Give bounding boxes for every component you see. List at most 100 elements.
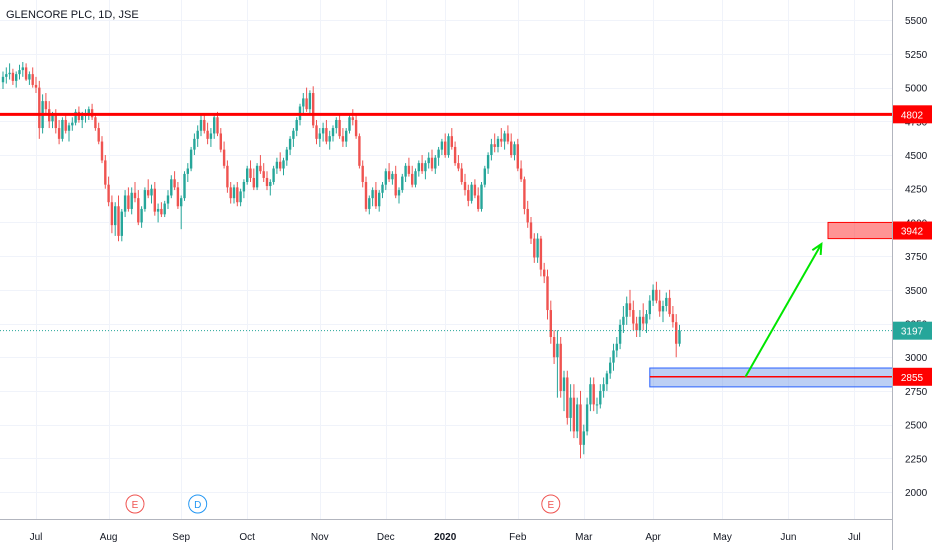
candle-body xyxy=(358,136,361,166)
candle-body xyxy=(312,93,315,126)
candle-body xyxy=(153,188,156,212)
label-layer: 4802 3942 3197 2855 xyxy=(893,105,932,386)
candle-body xyxy=(246,168,249,182)
candle-body xyxy=(259,165,262,172)
candle-body xyxy=(556,343,559,358)
candle-body xyxy=(500,138,503,142)
time-tick-label: May xyxy=(713,532,732,543)
support-price-label: 2855 xyxy=(901,373,924,384)
candle-body xyxy=(21,67,24,71)
candle-body xyxy=(374,190,378,207)
candle-body xyxy=(74,111,77,123)
chart-title: GLENCORE PLC, 1D, JSE xyxy=(6,9,139,21)
candle-body xyxy=(285,149,288,161)
last-price-label: 3197 xyxy=(901,327,924,338)
candle-body xyxy=(318,133,321,139)
candle-body xyxy=(411,173,414,185)
time-tick-label: Mar xyxy=(575,532,593,543)
earnings-event-label: E xyxy=(132,500,139,511)
candle-body xyxy=(576,404,579,432)
candle-body xyxy=(199,119,203,131)
candle-body xyxy=(67,125,71,131)
target-price-label-bg xyxy=(893,221,932,240)
candle-body xyxy=(671,314,675,323)
candle-body xyxy=(229,187,232,199)
candle-body xyxy=(648,300,651,315)
candle-body xyxy=(562,377,566,391)
dividend-event-label: D xyxy=(194,500,201,511)
candle-body xyxy=(675,322,678,344)
candle-body xyxy=(87,109,90,115)
candle-body xyxy=(460,168,463,182)
candle-body xyxy=(160,208,163,215)
price-tick-label: 5250 xyxy=(905,50,928,61)
candle-body xyxy=(628,303,632,311)
candle-body xyxy=(140,208,143,223)
candle-body xyxy=(585,404,589,432)
candle-body xyxy=(166,195,170,204)
candle-body xyxy=(440,141,444,150)
candle-body xyxy=(321,128,325,134)
candle-body xyxy=(143,190,147,209)
earnings-event-marker xyxy=(541,494,561,514)
earnings-event-label: E xyxy=(547,500,554,511)
candle-body xyxy=(262,171,265,178)
price-tick-label: 2000 xyxy=(905,488,928,499)
candle-body xyxy=(437,149,440,158)
candle-body xyxy=(651,289,655,301)
candle-body xyxy=(117,206,120,236)
candle-body xyxy=(424,163,427,172)
candle-body xyxy=(371,190,374,199)
candle-body xyxy=(506,133,510,142)
candle-body xyxy=(100,141,104,161)
candle-body xyxy=(5,74,8,77)
candle-body xyxy=(486,155,490,169)
candle-body xyxy=(605,373,609,385)
candle-body xyxy=(269,181,272,187)
candle-body xyxy=(391,173,394,180)
candle-body xyxy=(473,184,477,196)
candle-body xyxy=(305,98,308,110)
candle-body xyxy=(282,160,285,169)
candle-body xyxy=(216,117,219,134)
candle-body xyxy=(450,136,453,147)
candle-body xyxy=(539,238,543,270)
candle-body xyxy=(668,297,671,315)
candle-body xyxy=(120,211,123,236)
candle-body xyxy=(678,330,681,344)
candle-body xyxy=(170,179,173,196)
candle-body xyxy=(612,350,615,363)
candle-body xyxy=(384,171,387,185)
candle-body xyxy=(24,67,28,80)
candle-body xyxy=(156,208,160,212)
candle-body xyxy=(137,198,140,223)
candle-body xyxy=(569,397,572,418)
price-tick-label: 4250 xyxy=(905,185,928,196)
candle-body xyxy=(292,130,295,139)
candle-body xyxy=(64,119,67,131)
time-tick-label: Nov xyxy=(311,532,329,543)
time-tick-label: Aug xyxy=(100,532,118,543)
candle-body xyxy=(295,119,298,131)
candle-body xyxy=(18,70,21,75)
candle-body xyxy=(467,190,470,201)
candle-body xyxy=(302,98,305,107)
candle-body xyxy=(526,208,529,223)
candle-body xyxy=(407,165,411,174)
candle-body xyxy=(213,117,216,134)
candle-body xyxy=(328,136,331,142)
candle-body xyxy=(655,289,658,301)
forecast-arrow-head xyxy=(811,242,823,256)
candle-body xyxy=(566,377,569,418)
time-tick-label: Oct xyxy=(239,532,255,543)
time-tick-label: Jul xyxy=(848,532,861,543)
candle-body xyxy=(219,133,222,150)
candle-body xyxy=(516,144,519,169)
candle-body xyxy=(71,122,74,126)
candle-body xyxy=(632,310,635,324)
candle-body xyxy=(529,222,533,239)
candle-body xyxy=(523,179,526,209)
candle-body xyxy=(420,163,424,172)
candle-body xyxy=(338,119,341,137)
